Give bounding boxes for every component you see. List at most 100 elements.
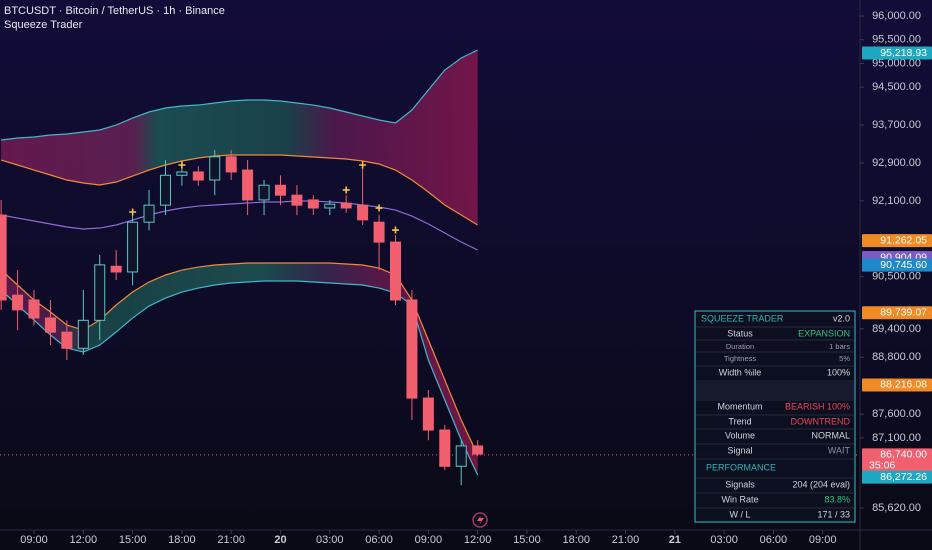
candle-body (94, 264, 106, 321)
x-tick-label: 18:00 (562, 534, 590, 546)
candle-body (324, 203, 336, 209)
candle-body (307, 199, 319, 209)
candle-body (225, 156, 237, 173)
x-tick-label: 09:00 (415, 534, 443, 546)
candle-body (258, 184, 270, 201)
panel-row-label: Volume (725, 430, 755, 440)
candle-body (455, 445, 467, 467)
x-tick-label: 15:00 (119, 534, 147, 546)
price-label: 89,739.07 (880, 307, 927, 319)
x-tick-label: 06:00 (760, 534, 788, 546)
logo-icon (472, 512, 488, 528)
x-tick-label: 20 (274, 534, 286, 546)
candle-body (44, 317, 56, 333)
signal-marker (359, 161, 367, 169)
panel-row-value: BEARISH 100% (785, 401, 850, 411)
panel-row-value: 204 (204 eval) (792, 479, 850, 489)
x-tick-label: 12:00 (464, 534, 492, 546)
band-line (0, 154, 478, 226)
panel-row-value: 83.8% (824, 494, 850, 504)
y-tick-label: 95,500.00 (872, 34, 921, 46)
panel-row-label: Signal (727, 445, 752, 455)
indicator-name: Squeeze Trader (4, 19, 83, 31)
panel-row-value: 1 bars (829, 342, 850, 351)
y-tick-label: 92,100.00 (872, 195, 921, 207)
price-label-box (862, 306, 932, 320)
band-line (1, 49, 478, 141)
candle-body (422, 397, 434, 431)
price-label-box (862, 378, 932, 392)
candle-body (472, 445, 484, 455)
price-label: 90,745.60 (880, 259, 927, 271)
y-tick-label: 87,600.00 (872, 408, 921, 420)
price-label: 95,218.93 (880, 47, 927, 59)
x-tick-label: 21 (669, 534, 681, 546)
logo-ring (472, 512, 488, 528)
x-tick-label: 21:00 (612, 534, 640, 546)
panel-section: PERFORMANCE (706, 462, 776, 472)
y-tick-label: 95,000.00 (872, 57, 921, 69)
panel-row-value: 171 / 33 (817, 509, 850, 519)
candle-body (209, 156, 221, 181)
price-label: 86,272.26 (880, 471, 927, 483)
symbol-title: BTCUSDT · Bitcoin / TetherUS · 1h · Bina… (4, 5, 225, 17)
candle-body (28, 299, 40, 319)
band-line (1, 200, 478, 251)
panel-row-label: Status (727, 328, 753, 338)
panel-row-label: W / L (729, 509, 750, 519)
panel-row-label: Duration (726, 342, 754, 351)
candle-body (291, 194, 303, 206)
panel-row-value: EXPANSION (798, 328, 850, 338)
price-label-box (862, 234, 932, 248)
signal-marker (342, 186, 350, 194)
x-tick-label: 12:00 (70, 534, 98, 546)
candle-body (192, 171, 204, 181)
candle-body (340, 202, 352, 209)
signal-marker (375, 204, 383, 212)
candle-body (439, 429, 451, 467)
x-tick-label: 21:00 (217, 534, 245, 546)
info-panel: SQUEEZE TRADER v2.0 Status EXPANSION Duratio… (694, 310, 856, 523)
price-label-box (862, 470, 932, 484)
panel-row-value: WAIT (828, 445, 851, 455)
axes: 96,000.00 95,500.00 95,000.00 94,500.00 93,7… (20, 10, 932, 546)
price-label: 88,216.08 (880, 379, 927, 391)
x-tick-label: 09:00 (20, 534, 48, 546)
candle-body (127, 221, 139, 273)
panel-row-label: Tightness (724, 354, 756, 363)
x-tick-label: 15:00 (513, 534, 541, 546)
candle-body (159, 174, 171, 206)
candle-body (176, 171, 188, 176)
panel-title: SQUEEZE TRADER (701, 313, 784, 323)
logo-bolt (477, 515, 484, 525)
candle-body (143, 204, 155, 223)
price-label: 91,262.05 (880, 234, 927, 246)
y-tick-label: 87,100.00 (872, 432, 921, 444)
panel-row-label: Width %ile (719, 367, 762, 377)
panel-row-value: 100% (827, 367, 850, 377)
panel-row-value: 5% (839, 354, 850, 363)
price-label: 86,740.00 (880, 449, 927, 461)
candle-body (357, 204, 369, 221)
candle-body (61, 331, 73, 349)
panel-frame (694, 310, 856, 523)
candle-body (389, 241, 401, 301)
panel-row-value: NORMAL (811, 430, 850, 440)
panel-row-label: Win Rate (721, 494, 758, 504)
candle-body (406, 299, 418, 399)
x-tick-label: 18:00 (168, 534, 196, 546)
signal-marker (391, 226, 399, 234)
candle-body (0, 214, 7, 301)
band-fill (1, 50, 478, 225)
y-tick-label: 93,700.00 (872, 119, 921, 131)
y-tick-label: 90,500.00 (872, 271, 921, 283)
y-tick-label: 94,500.00 (872, 81, 921, 93)
price-label-box (862, 258, 932, 272)
panel-version: v2.0 (833, 313, 850, 323)
y-tick-label: 96,000.00 (872, 10, 921, 22)
price-label-box (862, 448, 932, 473)
x-tick-label: 03:00 (710, 534, 738, 546)
price-countdown: 35:06 (869, 460, 895, 472)
y-tick-label: 92,900.00 (872, 157, 921, 169)
